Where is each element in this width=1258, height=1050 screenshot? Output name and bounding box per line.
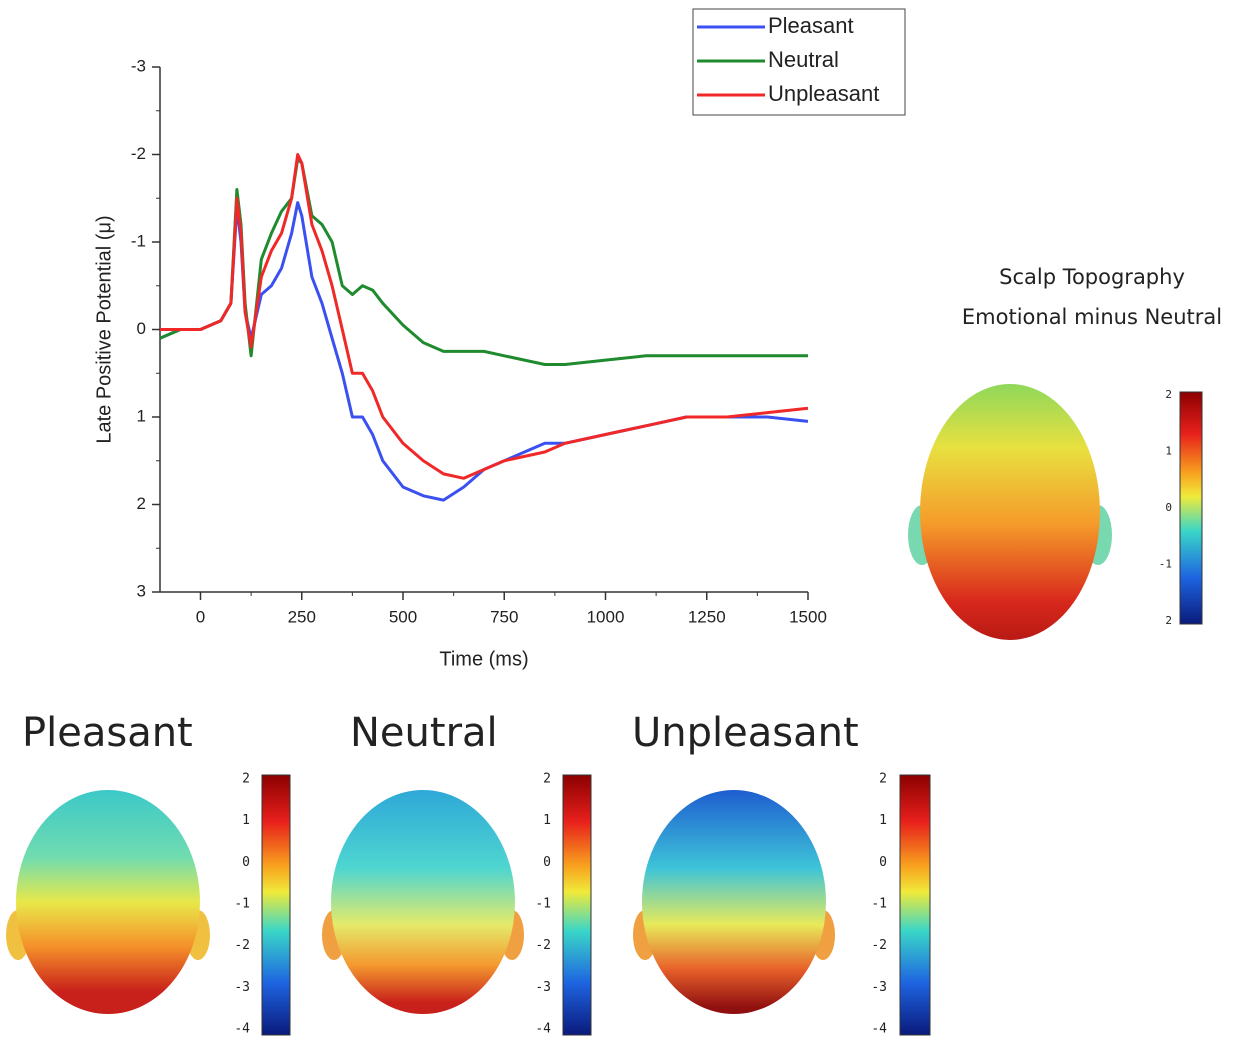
colorbar-label: -2 — [234, 938, 250, 953]
colorbar-label: 2 — [543, 772, 551, 787]
colorbar-label: 0 — [543, 855, 551, 870]
colorbar-label: 1 — [879, 813, 887, 828]
colorbar-label: 0 — [1165, 501, 1172, 514]
y-tick-label: -3 — [131, 56, 146, 75]
colorbar-label: -4 — [234, 1022, 250, 1037]
colorbar-label: -4 — [871, 1022, 887, 1037]
y-tick-label: -1 — [131, 231, 146, 250]
topo-title: Neutral — [350, 710, 498, 756]
legend-label: Pleasant — [768, 13, 854, 38]
colorbar — [262, 775, 290, 1035]
colorbar-label: 2 — [879, 772, 887, 787]
colorbar-label: 2 — [1165, 388, 1172, 401]
x-tick-label: 500 — [389, 607, 417, 626]
colorbar-label: -4 — [535, 1022, 551, 1037]
x-tick-label: 1250 — [688, 607, 726, 626]
y-tick-label: 0 — [137, 319, 146, 338]
topo-title: Pleasant — [22, 710, 193, 756]
figure: -3-2-101230250500750100012501500Time (ms… — [0, 0, 1258, 1050]
colorbar — [1180, 392, 1202, 624]
x-tick-label: 0 — [196, 607, 205, 626]
topo-title: Emotional minus Neutral — [962, 305, 1222, 329]
colorbar-label: -3 — [871, 980, 887, 995]
colorbar-label: 0 — [242, 855, 250, 870]
colorbar-label: 0 — [879, 855, 887, 870]
head-unpleasant — [633, 790, 835, 1014]
colorbar-label: -3 — [535, 980, 551, 995]
colorbar-label: -1 — [871, 897, 887, 912]
x-tick-label: 750 — [490, 607, 518, 626]
y-axis-label: Late Positive Potential (μ) — [93, 215, 115, 443]
colorbar-label: 1 — [242, 813, 250, 828]
colorbar-label: -1 — [234, 897, 250, 912]
head-pleasant — [6, 790, 210, 1014]
colorbar-label: 2 — [1165, 614, 1172, 627]
legend-label: Unpleasant — [768, 81, 879, 106]
x-tick-label: 1000 — [587, 607, 625, 626]
colorbar-label: 1 — [543, 813, 551, 828]
colorbar-label: -2 — [535, 938, 551, 953]
colorbar-label: -2 — [871, 938, 887, 953]
y-tick-label: 3 — [137, 581, 146, 600]
colorbar-label: -3 — [234, 980, 250, 995]
colorbar-label: 1 — [1165, 445, 1172, 458]
series-line — [160, 159, 808, 365]
x-tick-label: 1500 — [789, 607, 827, 626]
colorbar-label: 2 — [242, 772, 250, 787]
colorbar-label: -1 — [535, 897, 551, 912]
y-tick-label: -2 — [131, 144, 146, 163]
topo-title: Scalp Topography — [999, 265, 1185, 289]
x-axis-label: Time (ms) — [439, 648, 528, 670]
colorbar — [900, 775, 930, 1035]
y-tick-label: 1 — [137, 406, 146, 425]
topo-title: Unpleasant — [632, 710, 859, 756]
colorbar-label: -1 — [1159, 558, 1172, 571]
y-tick-label: 2 — [137, 494, 146, 513]
x-tick-label: 250 — [288, 607, 316, 626]
head-difference — [908, 384, 1112, 640]
legend-label: Neutral — [768, 47, 839, 72]
colorbar — [563, 775, 591, 1035]
head-neutral — [322, 790, 524, 1014]
